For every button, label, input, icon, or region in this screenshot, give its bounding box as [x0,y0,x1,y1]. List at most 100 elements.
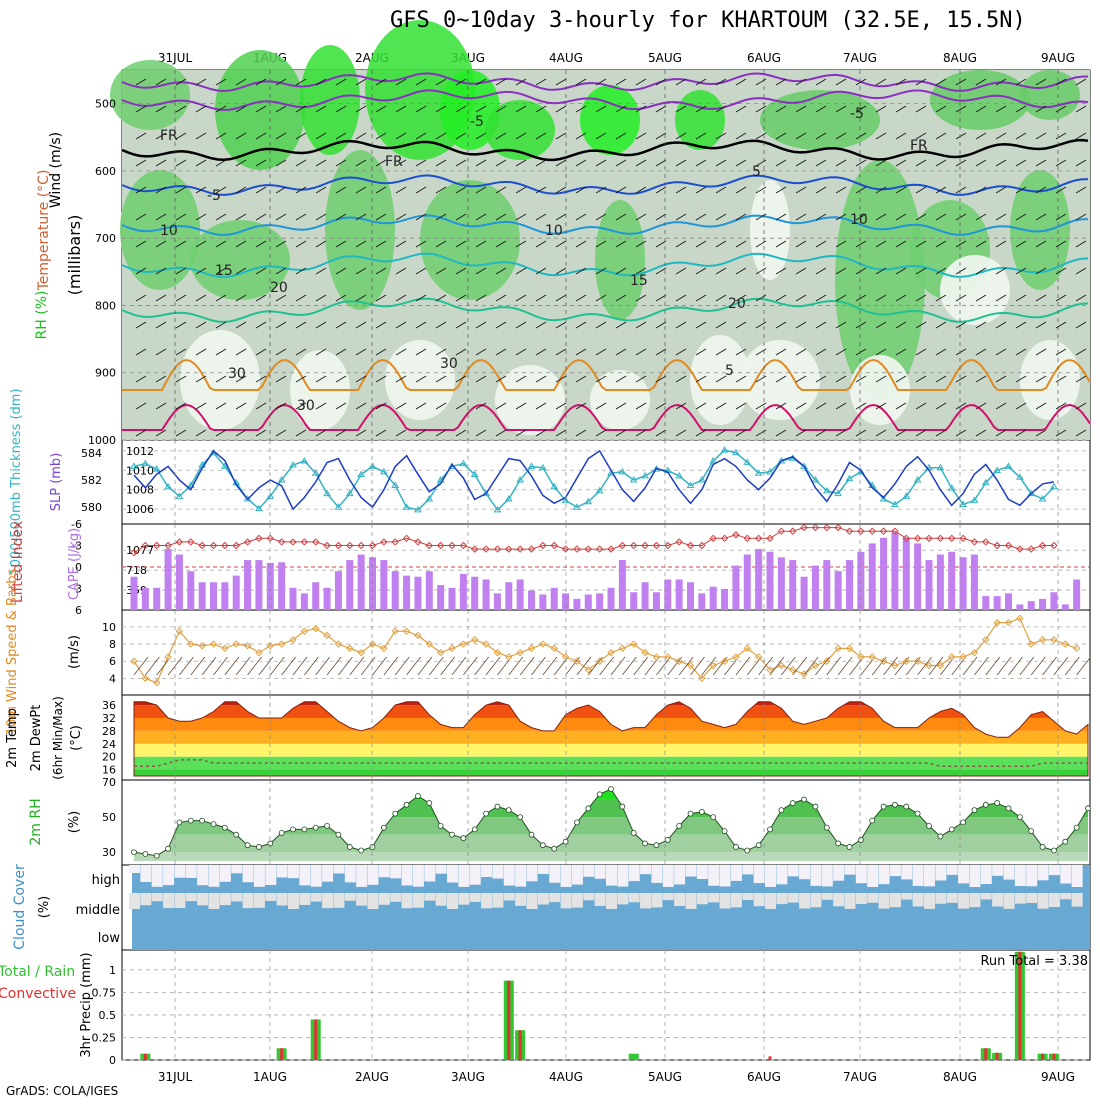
thickness-point [186,481,195,488]
rh-point [131,849,137,856]
wind-speed-point [1072,644,1081,653]
lifted-index-point [800,523,808,532]
thickness-point [402,503,411,510]
wind-barb [595,429,607,437]
wind-barb [215,402,227,410]
wind-barb [435,294,447,302]
wind-barb [1035,267,1047,275]
wind-barb [275,294,287,302]
wind-barb [275,429,287,437]
cloud-middle-gap [776,893,788,905]
wind-barb [355,294,367,302]
rh-point [755,842,762,849]
wind-speed-point [698,674,706,683]
wind-barb [535,294,547,302]
wind-barb [835,186,847,194]
wind-speed-point [595,657,604,665]
wind-speed-point [664,653,672,661]
thickness-point [1050,482,1058,490]
wind-barb [475,186,487,194]
wind-barb [775,213,787,221]
lifted-index-point [357,541,365,550]
wind-barb [895,429,907,437]
wind-barb [535,213,547,221]
wind-barb [975,186,987,194]
rh-point [903,803,910,810]
cloud-middle-gap [356,893,368,906]
wind-barb [495,402,507,410]
wind-barb-10m [440,656,455,676]
wind-barb [635,294,647,302]
pressure-tick-label: 800 [95,299,116,312]
wind-speed-point [970,648,979,657]
wind-barb [435,375,447,383]
wind-speed-point [209,640,218,648]
wind-barb [495,348,507,356]
wind-barb [655,132,667,140]
wind-speed-point [641,648,649,657]
wind-barb-10m [610,656,626,676]
wind-barb [175,186,187,194]
lifted-index-point [686,541,695,550]
temp-band [134,743,1088,757]
wind-barb [335,321,347,329]
wind-barb [415,105,427,113]
cloud-high-gap [1048,865,1060,876]
cloud-middle-gap [288,893,299,909]
wind-barb [735,213,747,221]
wind-barb [315,240,327,248]
cloud-high-gap [708,865,720,886]
thickness-point [391,481,400,488]
dry-region [590,370,650,430]
wind-barb-10m [349,656,365,676]
wind-barb-10m [406,656,421,676]
wind-barb [1075,429,1087,437]
precip-convective-bar [1041,1053,1045,1060]
rh-tick: 70 [102,776,116,789]
cloud-high-gap [867,865,879,887]
cloud-high-gap [197,865,209,886]
cape-bar [266,562,274,610]
lifted-index-point [175,538,184,546]
wind-barb [515,294,527,302]
wind-barb [475,78,487,86]
wind-barb [855,375,867,383]
pressure-tick-label: 900 [95,367,116,380]
wind-barb [695,159,707,167]
wind-barb [515,267,527,275]
lifted-index-point [414,538,422,546]
wind-barb [195,294,207,302]
precip-total-bar [628,1053,639,1060]
wind-barb [915,375,927,383]
rh-point [1085,805,1091,812]
lifted-index-point [834,523,842,532]
wind-barb [415,213,427,221]
rh-point [471,826,478,833]
wind-barb [275,186,287,194]
cloud-middle-gap [594,893,606,906]
cloud-high-gap [799,865,811,880]
wind-barb [175,348,187,356]
wind-barb-10m [894,656,910,676]
rh-point [630,830,637,836]
wind-barb [475,132,487,140]
wind-speed-point [357,648,365,657]
wind-barb [735,267,747,275]
cape-bar [289,587,297,610]
cloud-high-gap [833,865,845,881]
cape-bar [153,587,161,610]
wind-barb-10m [837,656,853,676]
wind-barb [575,348,587,356]
cape-bar [618,560,626,610]
cloud-high-gap [412,865,424,887]
contour-label: -5 [850,106,864,122]
wind-barb [715,402,727,410]
rh-point [494,803,501,810]
cape-bar [721,588,729,610]
rh-region [930,70,1030,130]
cape-bar [834,571,842,610]
wind-barb [395,429,407,437]
cloud-middle-gap [265,893,277,901]
wind-barb [695,213,707,221]
wind-barb [595,375,607,383]
